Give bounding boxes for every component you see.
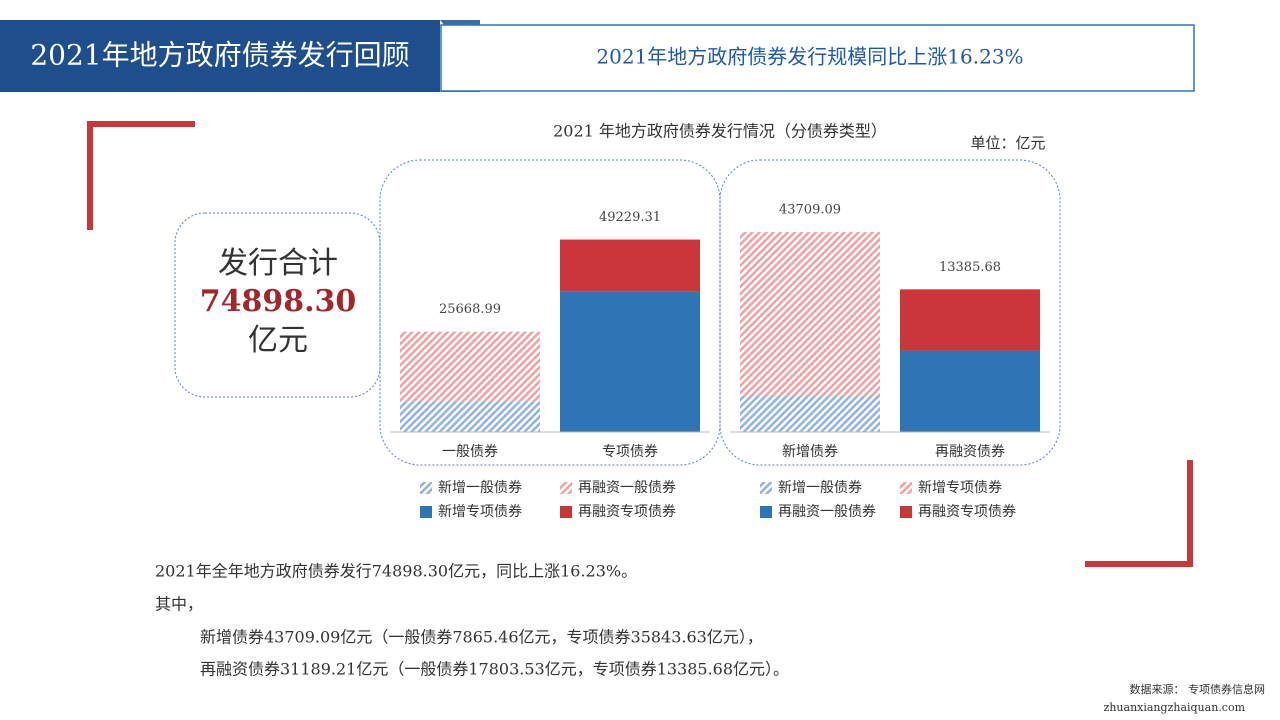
source: 数据来源： 专项债券信息网 xyxy=(1130,682,1266,696)
bar-segment xyxy=(560,239,700,292)
legend-label: 再融资专项债券 xyxy=(918,504,1016,520)
corner-deco xyxy=(1085,460,1193,567)
legend-swatch xyxy=(560,482,572,494)
legend-label: 再融资一般债券 xyxy=(778,504,876,520)
summary: 再融资债券31189.21亿元（一般债券17803.53亿元，专项债券13385… xyxy=(200,660,789,679)
bar-segment xyxy=(900,289,1040,351)
legend-label: 新增一般债券 xyxy=(778,480,862,496)
legend-label: 新增专项债券 xyxy=(438,504,522,520)
legend-swatch xyxy=(420,506,432,518)
bar-segment xyxy=(740,232,880,397)
total-label: 发行合计 xyxy=(218,246,338,281)
chart-title: 2021 年地方政府债券发行情况（分债券类型） xyxy=(553,122,887,141)
legend-label: 再融资一般债券 xyxy=(578,480,676,496)
legend-label: 新增专项债券 xyxy=(918,480,1002,496)
subtitle: 2021年地方政府债券发行规模同比上涨16.23% xyxy=(596,45,1023,69)
total-unit: 亿元 xyxy=(248,323,308,358)
legend-label: 再融资专项债券 xyxy=(578,504,676,520)
bar-segment xyxy=(400,331,540,402)
total-label: 25668.99 xyxy=(439,302,501,317)
bar-segment xyxy=(740,396,880,432)
legend-label: 新增一般债券 xyxy=(438,480,522,496)
total-label: 43709.09 xyxy=(779,203,841,218)
total-label: 13385.68 xyxy=(939,260,1001,275)
legend-swatch xyxy=(900,506,912,518)
category-label: 一般债券 xyxy=(442,444,498,460)
bar-segment xyxy=(900,350,1040,432)
category-label: 新增债券 xyxy=(782,444,838,460)
legend-swatch xyxy=(760,482,772,494)
header-bar xyxy=(0,20,440,92)
legend-swatch xyxy=(420,482,432,494)
legend-swatch xyxy=(560,506,572,518)
chart-box xyxy=(719,159,1061,466)
legend-swatch xyxy=(900,482,912,494)
chart-box xyxy=(379,159,721,466)
source-url: zhuanxiangzhaiquan.com xyxy=(1104,701,1246,714)
title: 2021年地方政府债券发行回顾 xyxy=(30,39,409,72)
legend-swatch xyxy=(760,506,772,518)
subtitle-box xyxy=(440,24,1195,92)
total-label: 49229.31 xyxy=(599,210,661,225)
total-value: 74898.30 xyxy=(200,284,357,319)
summary: 2021年全年地方政府债券发行74898.30亿元，同比上涨16.23%。 xyxy=(155,562,637,581)
summary: 其中， xyxy=(155,595,203,614)
bar-segment xyxy=(560,291,700,432)
bar-segment xyxy=(400,401,540,432)
corner-deco xyxy=(87,121,195,230)
category-label: 专项债券 xyxy=(602,444,658,460)
total-box xyxy=(174,212,381,398)
summary: 新增债券43709.09亿元（一般债券7865.46亿元，专项债券35843.6… xyxy=(200,628,763,647)
unit: 单位：亿元 xyxy=(970,134,1045,152)
category-label: 再融资债券 xyxy=(935,444,1005,460)
